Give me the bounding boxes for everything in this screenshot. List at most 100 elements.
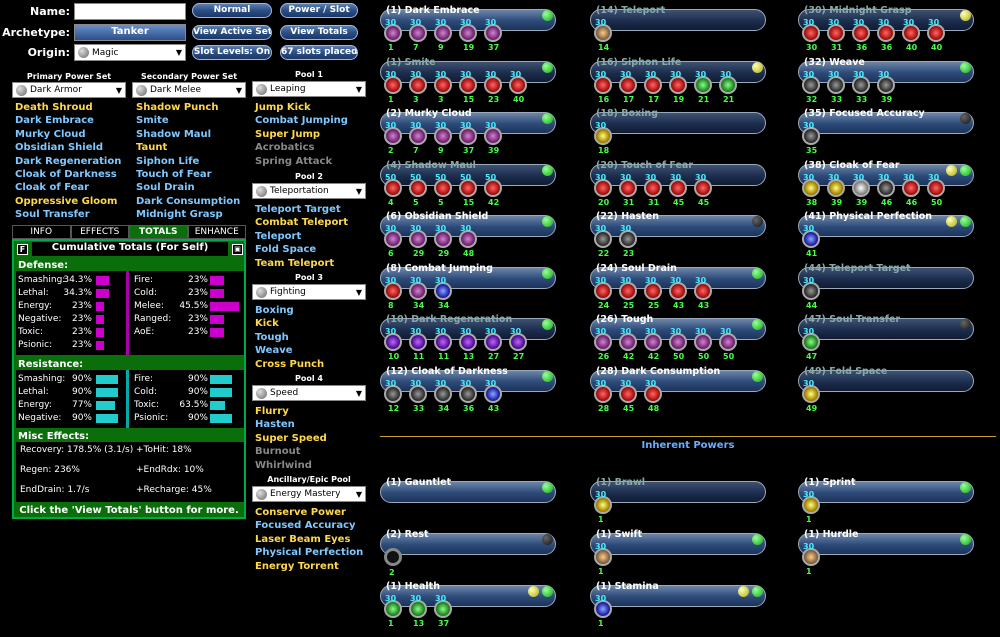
power-slot[interactable]: (49) Fold Space 30 49 (798, 365, 974, 413)
power-slot[interactable]: (1) Hurdle 30 1 (798, 528, 974, 576)
enhancement-icon[interactable]: 30 29 (434, 224, 452, 258)
enhancement-icon[interactable]: 30 3 (409, 70, 427, 104)
enhancement-icon[interactable]: 30 9 (434, 18, 452, 52)
enhancement-icon[interactable]: 30 19 (459, 18, 477, 52)
enhancement-icon[interactable]: 30 6 (384, 224, 402, 258)
enhancement-icon[interactable]: 30 45 (619, 379, 637, 413)
power-bar[interactable] (380, 533, 556, 555)
view-totals-button[interactable]: View Totals (280, 25, 358, 40)
enhancement-icon[interactable]: 30 11 (434, 327, 452, 361)
enhancement-icon[interactable]: 30 13 (459, 327, 477, 361)
power-list-item[interactable]: Burnout (255, 446, 301, 458)
enhancement-icon[interactable]: 30 35 (802, 121, 820, 155)
enhancement-icon[interactable]: 30 34 (409, 276, 427, 310)
power-list-item[interactable]: Weave (255, 345, 293, 357)
enhancement-icon[interactable]: 30 45 (669, 173, 687, 207)
power-slot[interactable]: (10) Dark Regeneration 30 10 30 11 30 11 30 13 30… (380, 313, 556, 361)
power-slot[interactable]: (1) Sprint 30 1 (798, 476, 974, 524)
enhancement-icon[interactable]: 50 5 (409, 173, 427, 207)
enhancement-icon[interactable]: 30 1 (384, 70, 402, 104)
enhancement-icon[interactable]: 30 50 (927, 173, 945, 207)
power-slot[interactable]: (35) Focused Accuracy 30 35 (798, 107, 974, 155)
power-list-item[interactable]: Death Shroud (15, 102, 93, 113)
power-slot[interactable]: (1) Stamina 30 1 (590, 580, 766, 628)
tab-enhance[interactable]: ENHANCE (187, 225, 246, 239)
enhancement-icon[interactable]: 30 39 (877, 70, 895, 104)
enhancement-icon[interactable]: 30 1 (802, 542, 820, 576)
power-list-item[interactable]: Combat Jumping (255, 115, 348, 127)
enhancement-icon[interactable]: 30 1 (384, 18, 402, 52)
power-slot[interactable]: (18) Boxing 30 18 (590, 107, 766, 155)
enhancement-icon[interactable]: 30 1 (384, 594, 402, 628)
enhancement-icon[interactable]: 30 2 (384, 121, 402, 155)
enhancement-icon[interactable]: 30 23 (484, 70, 502, 104)
enhancement-icon[interactable]: 30 43 (669, 276, 687, 310)
power-list-item[interactable]: Super Speed (255, 432, 327, 444)
enhancement-icon[interactable]: 30 39 (827, 173, 845, 207)
power-slot[interactable]: (8) Combat Jumping 30 8 30 34 30 34 (380, 262, 556, 310)
enhancement-icon[interactable]: 30 43 (694, 276, 712, 310)
power-bar[interactable] (590, 481, 766, 503)
enhancement-icon[interactable]: 2 (384, 548, 402, 577)
power-list-item[interactable]: Cloak of Darkness (15, 169, 117, 181)
enhancement-icon[interactable]: 30 29 (409, 224, 427, 258)
enhancement-icon[interactable]: 30 24 (594, 276, 612, 310)
power-bar[interactable] (798, 318, 974, 340)
normal-button[interactable]: Normal (192, 3, 272, 18)
enhancement-icon[interactable]: 30 31 (619, 173, 637, 207)
enhancement-icon[interactable]: 50 4 (384, 173, 402, 207)
enhancement-icon[interactable]: 30 27 (484, 327, 502, 361)
power-bar[interactable] (590, 533, 766, 555)
enhancement-icon[interactable]: 30 23 (619, 224, 637, 258)
enhancement-icon[interactable]: 30 12 (384, 379, 402, 413)
power-list-item[interactable]: Dark Regeneration (15, 155, 122, 167)
power-slot[interactable]: (1) Health 30 1 30 13 30 37 (380, 580, 556, 628)
enhancement-icon[interactable]: 30 16 (594, 70, 612, 104)
enhancement-icon[interactable]: 50 5 (434, 173, 452, 207)
view-active-sets-button[interactable]: View Active Sets (192, 25, 272, 40)
primary-select[interactable]: Dark Armor ▼ (12, 82, 126, 98)
power-slot[interactable]: (4) Shadow Maul 50 4 50 5 50 5 50 15 50 42 (380, 159, 556, 207)
enhancement-icon[interactable]: 30 25 (644, 276, 662, 310)
power-list-item[interactable]: Taunt (136, 142, 168, 154)
enhancement-icon[interactable]: 30 15 (459, 70, 477, 104)
enhancement-icon[interactable]: 30 26 (594, 327, 612, 361)
power-bar[interactable] (798, 533, 974, 555)
enhancement-icon[interactable]: 30 1 (594, 594, 612, 628)
power-slot[interactable]: (26) Tough 30 26 30 42 30 42 30 50 30 50 30 50 (590, 313, 766, 361)
power-list-item[interactable]: Tough (255, 331, 289, 343)
enhancement-icon[interactable]: 30 34 (434, 276, 452, 310)
pool-select[interactable]: Leaping ▼ (252, 81, 366, 97)
power-slot[interactable]: (1) Smite 30 1 30 3 30 3 30 15 30 23 30 40 (380, 56, 556, 104)
power-list-item[interactable]: Cross Punch (255, 358, 325, 370)
enhancement-icon[interactable]: 30 33 (852, 70, 870, 104)
power-list-item[interactable]: Shadow Punch (136, 102, 219, 113)
pool-select[interactable]: Speed ▼ (252, 385, 366, 401)
power-slot[interactable]: (1) Gauntlet (380, 476, 556, 524)
enhancement-icon[interactable]: 30 36 (852, 18, 870, 52)
float-button[interactable]: F (17, 244, 28, 255)
power-list-item[interactable]: Boxing (255, 305, 294, 316)
power-list-item[interactable]: Cloak of Fear (15, 182, 90, 194)
power-bar[interactable] (798, 481, 974, 503)
enhancement-icon[interactable]: 30 7 (409, 121, 427, 155)
enhancement-icon[interactable]: 30 46 (877, 173, 895, 207)
tab-info[interactable]: INFO (12, 225, 71, 239)
power-list-item[interactable]: Flurry (255, 406, 289, 417)
enhancement-icon[interactable]: 30 30 (802, 18, 820, 52)
power-slot[interactable]: (2) Murky Cloud 30 2 30 7 30 9 30 37 30 39 (380, 107, 556, 155)
enhancement-icon[interactable]: 30 42 (619, 327, 637, 361)
power-bar[interactable] (380, 266, 556, 289)
tab-totals[interactable]: TOTALS (129, 225, 188, 239)
enhancement-icon[interactable]: 30 34 (434, 379, 452, 413)
enhancement-icon[interactable]: 30 39 (484, 121, 502, 155)
power-slot[interactable]: (44) Teleport Target 30 44 (798, 262, 974, 310)
pool-select[interactable]: Fighting ▼ (252, 284, 366, 300)
enhancement-icon[interactable]: 30 1 (594, 490, 612, 524)
power-bar[interactable] (590, 9, 766, 31)
enhancement-icon[interactable]: 30 41 (802, 224, 820, 258)
enhancement-icon[interactable]: 30 3 (434, 70, 452, 104)
power-slot[interactable]: (1) Dark Embrace 30 1 30 7 30 9 30 19 30 37 (380, 4, 556, 52)
enhancement-icon[interactable]: 30 31 (644, 173, 662, 207)
power-list-item[interactable]: Obsidian Shield (15, 142, 104, 154)
